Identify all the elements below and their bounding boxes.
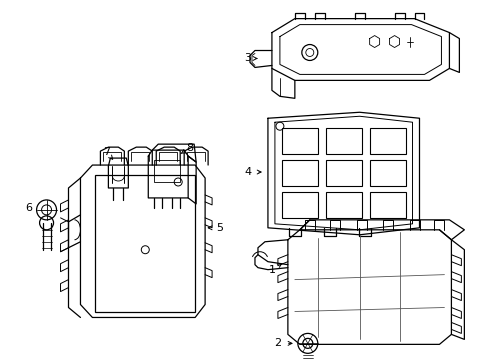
Bar <box>281 128 317 154</box>
Text: 8: 8 <box>186 143 193 153</box>
Bar <box>325 192 361 218</box>
Text: 1: 1 <box>268 265 275 275</box>
Bar <box>369 160 405 186</box>
Bar <box>325 128 361 154</box>
Bar <box>154 160 180 182</box>
Text: 4: 4 <box>244 167 251 177</box>
Bar <box>369 128 405 154</box>
Bar <box>325 160 361 186</box>
Text: 6: 6 <box>25 203 32 213</box>
Bar <box>281 192 317 218</box>
Text: 2: 2 <box>274 338 281 348</box>
Bar <box>281 160 317 186</box>
Text: 5: 5 <box>216 223 223 233</box>
Text: 3: 3 <box>244 54 251 63</box>
Bar <box>95 175 195 312</box>
Bar <box>369 192 405 218</box>
Text: 7: 7 <box>102 147 110 157</box>
